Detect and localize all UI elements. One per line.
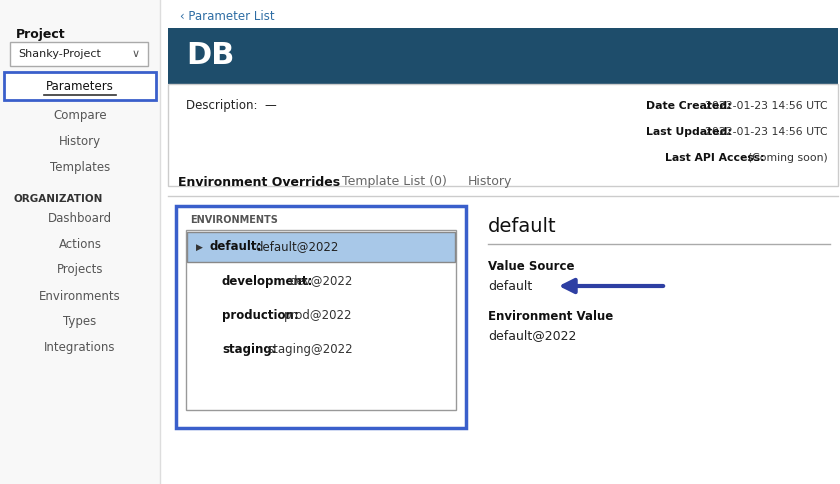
Text: dev@2022: dev@2022	[290, 274, 353, 287]
Text: 2022-01-23 14:56 UTC: 2022-01-23 14:56 UTC	[706, 127, 828, 137]
Text: production:: production:	[222, 308, 299, 321]
Text: ORGANIZATION: ORGANIZATION	[14, 194, 103, 204]
Text: default@2022: default@2022	[255, 241, 339, 254]
Text: Dashboard: Dashboard	[48, 212, 112, 225]
Text: Parameters: Parameters	[46, 79, 114, 92]
Text: staging:: staging:	[222, 343, 276, 356]
FancyBboxPatch shape	[0, 0, 160, 484]
Text: Last API Access:: Last API Access:	[664, 153, 764, 163]
Text: History: History	[59, 136, 101, 149]
Text: default: default	[488, 279, 533, 292]
Text: prod@2022: prod@2022	[284, 308, 353, 321]
Text: Compare: Compare	[53, 109, 107, 122]
Text: ‹ Parameter List: ‹ Parameter List	[180, 10, 275, 22]
Text: Actions: Actions	[59, 238, 102, 251]
FancyBboxPatch shape	[186, 230, 456, 410]
Text: ENVIRONMENTS: ENVIRONMENTS	[190, 215, 278, 225]
Text: Environment Value: Environment Value	[488, 309, 613, 322]
Text: Date Created:: Date Created:	[646, 101, 732, 111]
Text: (Coming soon): (Coming soon)	[748, 153, 828, 163]
Text: development:: development:	[222, 274, 313, 287]
Text: History: History	[468, 176, 512, 188]
Text: staging@2022: staging@2022	[267, 343, 353, 356]
FancyBboxPatch shape	[168, 28, 838, 84]
Text: ▶: ▶	[196, 242, 203, 252]
Text: Shanky-Project: Shanky-Project	[18, 49, 101, 59]
Text: Environments: Environments	[39, 289, 121, 302]
Text: default:: default:	[210, 241, 262, 254]
Text: Projects: Projects	[57, 263, 103, 276]
Text: DB: DB	[186, 42, 234, 71]
Text: default@2022: default@2022	[488, 330, 576, 343]
FancyBboxPatch shape	[4, 72, 156, 100]
Text: Description:  —: Description: —	[186, 100, 276, 112]
Text: 2022-01-23 14:56 UTC: 2022-01-23 14:56 UTC	[706, 101, 828, 111]
Text: Project: Project	[16, 28, 66, 41]
FancyBboxPatch shape	[187, 232, 455, 262]
Text: ∨: ∨	[132, 49, 140, 59]
Text: Value Source: Value Source	[488, 259, 575, 272]
FancyBboxPatch shape	[176, 206, 466, 428]
FancyBboxPatch shape	[168, 84, 838, 186]
Text: Integrations: Integrations	[45, 342, 116, 354]
Text: Template List (0): Template List (0)	[342, 176, 447, 188]
FancyBboxPatch shape	[10, 42, 148, 66]
Text: default: default	[488, 216, 557, 236]
Text: Last Updated:: Last Updated:	[646, 127, 732, 137]
Text: Environment Overrides: Environment Overrides	[178, 176, 340, 188]
Text: Types: Types	[63, 316, 97, 329]
Text: Templates: Templates	[50, 162, 110, 175]
